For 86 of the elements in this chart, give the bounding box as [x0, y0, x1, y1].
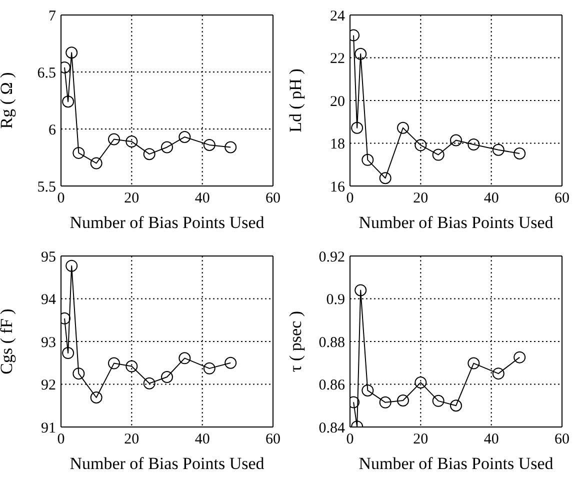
- point: [354, 48, 367, 60]
- x-tick-label: 60: [554, 190, 570, 207]
- point: [514, 351, 526, 364]
- x-tick-label: 20: [413, 432, 428, 448]
- x-axis-title: Number of Bias Points Used: [70, 454, 265, 473]
- point: [224, 141, 237, 154]
- point: [450, 400, 462, 412]
- x-tick-label: 20: [124, 190, 140, 207]
- y-axis-title: τ ( psec ): [286, 310, 306, 372]
- point: [397, 122, 409, 134]
- x-axis-title: Number of Bias Points Used: [70, 213, 265, 232]
- x-tick-label: 40: [484, 432, 499, 448]
- point: [362, 154, 374, 166]
- y-tick-label: 93: [41, 334, 56, 351]
- x-tick-label: 40: [484, 190, 499, 207]
- point: [66, 46, 78, 59]
- y-tick-label: 6: [48, 122, 56, 138]
- x-tick-label: 0: [346, 190, 354, 207]
- point: [414, 139, 427, 152]
- point: [379, 172, 392, 184]
- point: [492, 144, 504, 156]
- x-tick-label: 40: [194, 190, 210, 207]
- x-tick-label: 60: [266, 190, 280, 207]
- point: [126, 136, 138, 148]
- y-axis-title: Rg ( Ω ): [0, 72, 16, 129]
- y-tick-label: 20: [330, 94, 345, 110]
- point: [450, 134, 462, 146]
- point: [514, 148, 526, 160]
- y-tick-label: 0.9: [326, 292, 345, 308]
- point: [178, 130, 191, 143]
- y-tick-label: 7: [48, 8, 56, 24]
- point: [492, 368, 504, 380]
- point: [161, 370, 173, 383]
- point: [468, 138, 480, 151]
- point: [66, 260, 78, 272]
- y-tick-label: 92: [41, 378, 56, 394]
- x-tick-label: 0: [346, 432, 354, 448]
- point: [62, 96, 74, 108]
- x-tick-label: 60: [554, 432, 570, 448]
- point: [354, 284, 367, 296]
- point: [224, 356, 237, 369]
- y-tick-label: 24: [330, 8, 346, 24]
- point: [90, 392, 102, 404]
- point: [90, 157, 102, 170]
- point: [178, 352, 191, 364]
- point: [72, 368, 85, 380]
- y-tick-label: 0.86: [318, 378, 346, 394]
- x-axis-title: Number of Bias Points Used: [358, 213, 554, 232]
- x-tick-label: 0: [57, 190, 65, 207]
- x-axis-title: Number of Bias Points Used: [358, 454, 554, 473]
- y-axis-title: Cgs ( fF ): [0, 308, 16, 374]
- point: [161, 141, 173, 154]
- point: [203, 362, 216, 374]
- point: [108, 133, 120, 146]
- y-tick-label: 0.88: [318, 334, 345, 351]
- point: [432, 148, 444, 161]
- x-tick-label: 40: [194, 432, 210, 448]
- point: [203, 138, 216, 151]
- y-tick-label: 94: [41, 292, 56, 308]
- point: [414, 376, 427, 389]
- y-tick-label: 6.5: [37, 65, 56, 82]
- point: [432, 394, 444, 407]
- x-tick-label: 0: [57, 432, 65, 448]
- point: [351, 122, 364, 134]
- y-tick-label: 91: [41, 420, 56, 436]
- point: [362, 384, 374, 396]
- point: [72, 146, 85, 159]
- point: [62, 347, 74, 360]
- x-tick-label: 60: [266, 432, 280, 448]
- y-tick-label: 22: [330, 51, 345, 68]
- point: [468, 357, 480, 370]
- y-tick-label: 0.84: [318, 420, 346, 436]
- y-axis-title: Ld ( pH ): [286, 68, 306, 132]
- point: [126, 360, 138, 372]
- y-tick-label: 5.5: [37, 179, 56, 196]
- point: [379, 396, 392, 408]
- point: [143, 148, 156, 160]
- y-tick-label: 16: [330, 179, 346, 196]
- x-tick-label: 20: [413, 190, 428, 207]
- y-tick-label: 18: [330, 136, 345, 153]
- y-tick-label: 95: [41, 249, 56, 266]
- point: [108, 357, 120, 370]
- point: [143, 377, 156, 390]
- y-tick-label: 0.92: [318, 249, 345, 266]
- point: [397, 394, 409, 406]
- x-tick-label: 20: [124, 432, 140, 448]
